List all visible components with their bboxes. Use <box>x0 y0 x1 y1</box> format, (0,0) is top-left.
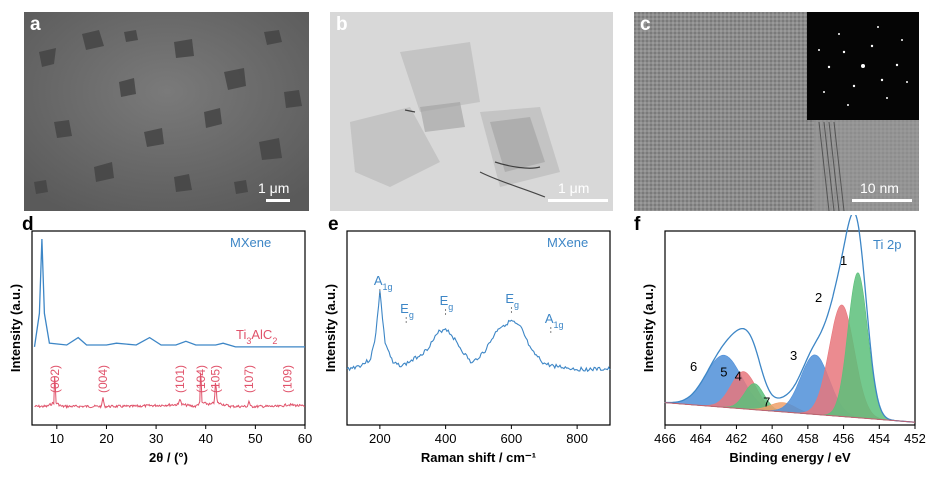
raman-legend-mxene: MXene <box>547 235 588 250</box>
xrd-xtick-label: 60 <box>298 431 312 446</box>
xps-title: Ti 2p <box>873 237 901 252</box>
xps-peak-label: 1 <box>840 253 847 268</box>
xrd-peak-label: (105) <box>209 365 223 393</box>
panel-a-sem-image <box>24 12 309 211</box>
panel-b-scale-text: 1 μm <box>558 180 590 196</box>
tem-image-texture <box>330 12 613 211</box>
panel-b-label: b <box>336 14 348 35</box>
raman-series-mxene <box>346 290 611 373</box>
xrd-peak-label: (002) <box>48 365 62 393</box>
xrd-xtick-label: 10 <box>50 431 64 446</box>
xrd-frame <box>31 230 306 426</box>
xps-peak-label: 5 <box>720 365 727 380</box>
raman-mode-label: Eg <box>400 301 414 320</box>
raman-frame <box>346 230 611 426</box>
panel-c-scale-bar <box>852 199 912 202</box>
xps-peak-label: 4 <box>735 368 742 383</box>
xps-background <box>664 402 916 423</box>
raman-xlabel: Raman shift / cm⁻¹ <box>421 450 536 465</box>
xps-peak-label: 3 <box>790 348 797 363</box>
xrd-xtick-label: 20 <box>99 431 113 446</box>
panel-a-scale-text: 1 μm <box>258 180 290 196</box>
xrd-ylabel: Intensity (a.u.) <box>8 284 23 372</box>
panel-d-label: d <box>22 214 34 235</box>
xps-xlabel: Binding energy / eV <box>729 450 851 465</box>
raman-mode-label: A1g <box>374 273 393 292</box>
xps-ylabel: Intensity (a.u.) <box>641 284 656 372</box>
raman-xtick-label: 800 <box>566 431 588 446</box>
xrd-peak-label: (004) <box>96 365 110 393</box>
xrd-xlabel: 2θ / (°) <box>149 450 188 465</box>
xps-xtick-label: 462 <box>726 431 748 446</box>
raman-xtick-label: 200 <box>369 431 391 446</box>
raman-mode-label: A1g <box>545 311 564 330</box>
xps-xtick-label: 464 <box>690 431 712 446</box>
xps-peak-label: 6 <box>690 359 697 374</box>
diffraction-spots <box>818 26 908 106</box>
raman-mode-label: Eg <box>440 293 454 312</box>
raman-xtick-label: 400 <box>435 431 457 446</box>
xps-xtick-label: 458 <box>797 431 819 446</box>
xps-xtick-label: 466 <box>654 431 676 446</box>
xps-xtick-label: 452 <box>904 431 926 446</box>
raman-mode-label: Eg <box>505 291 519 310</box>
raman-xtick-label: 600 <box>501 431 523 446</box>
xrd-xtick-label: 40 <box>198 431 212 446</box>
xrd-legend-ti3alc2: Ti3AlC2 <box>236 327 277 346</box>
xrd-chart: 10 20 30 40 50 60 2θ / (°) Intensity (a.u.) MXen… <box>8 230 312 465</box>
panel-a-scale-bar <box>266 199 290 202</box>
xrd-legend-mxene: MXene <box>230 235 271 250</box>
panel-e-label: e <box>328 214 339 235</box>
raman-ylabel: Intensity (a.u.) <box>323 284 338 372</box>
xps-peak-label: 2 <box>815 290 822 305</box>
hrtem-image-texture <box>634 12 919 211</box>
xps-envelope <box>665 215 915 423</box>
panel-c-label: c <box>640 14 651 35</box>
xrd-peak-label: (109) <box>281 365 295 393</box>
xps-xtick-label: 460 <box>761 431 783 446</box>
xrd-series-ti3alc2 <box>34 372 305 410</box>
panel-f-label: f <box>634 214 641 235</box>
panel-a-label: a <box>30 14 41 35</box>
xrd-peak-label: (101) <box>173 365 187 393</box>
xrd-peak-label: (107) <box>242 365 256 393</box>
xrd-series-mxene <box>33 238 305 348</box>
raman-chart: 200 400 600 800 Raman shift / cm⁻¹ Intensity … <box>323 230 611 465</box>
xps-xtick-label: 456 <box>833 431 855 446</box>
panel-b-tem-image <box>330 12 613 211</box>
xrd-xtick-label: 50 <box>248 431 262 446</box>
panel-b-scale-bar <box>548 199 608 202</box>
xrd-xtick-label: 30 <box>149 431 163 446</box>
panel-c-hrtem-image <box>634 12 919 211</box>
sem-image-texture <box>24 12 309 211</box>
xps-frame <box>664 230 916 426</box>
xps-xtick-label: 454 <box>868 431 890 446</box>
xrd-peak-label: (104) <box>194 365 208 393</box>
xps-peak-label: 7 <box>763 394 770 409</box>
panel-c-scale-text: 10 nm <box>860 180 899 196</box>
